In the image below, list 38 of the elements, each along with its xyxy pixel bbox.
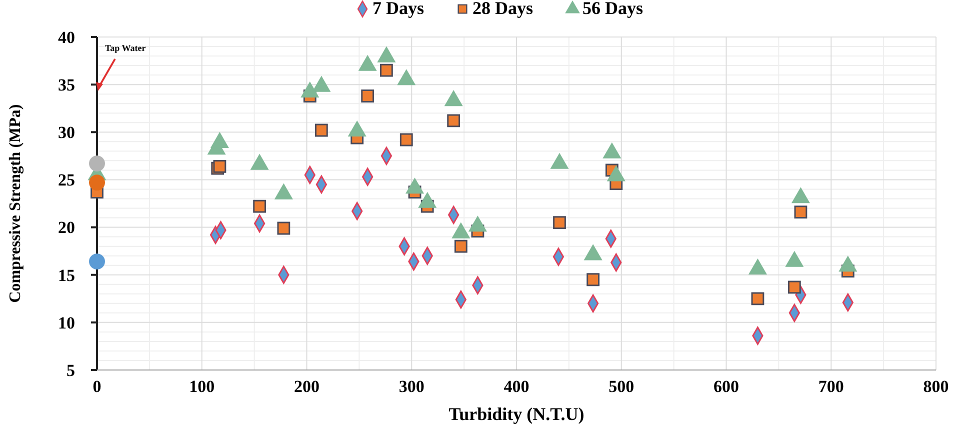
point: [794, 206, 808, 219]
x-tick-label: 100: [189, 377, 215, 396]
x-tick-label: 200: [294, 377, 320, 396]
x-tick-label: 800: [923, 377, 949, 396]
y-tick-label: 15: [58, 266, 75, 285]
point: [788, 280, 801, 294]
y-tick-label: 25: [58, 170, 75, 190]
annotation: Tap Water: [105, 43, 146, 53]
point: [400, 133, 413, 146]
x-tick-label: 600: [714, 377, 739, 396]
point: [277, 222, 290, 235]
point: [89, 174, 105, 191]
point: [447, 114, 460, 128]
y-tick-label: 35: [58, 76, 75, 95]
point: [361, 90, 374, 102]
y-tick-label: 20: [58, 218, 75, 238]
x-axis-title: Turbidity (N.T.U): [448, 404, 584, 424]
x-tick-label: 500: [608, 377, 634, 396]
point: [454, 240, 468, 253]
legend-label: 28 Days: [472, 0, 534, 18]
point: [586, 273, 600, 286]
legend-label: 7 Days: [372, 0, 424, 18]
point: [314, 124, 328, 137]
point: [89, 156, 105, 172]
y-axis-title: Compressive Strength (MPa): [7, 104, 24, 303]
y-tick-label: 40: [58, 28, 75, 47]
y-tick-label: 30: [58, 123, 75, 142]
point: [553, 216, 566, 229]
x-tick-label: 300: [398, 377, 424, 396]
legend-label: 56 Days: [582, 0, 644, 18]
y-tick-label: 5: [66, 360, 75, 380]
x-tick-label: 700: [818, 377, 844, 396]
point: [253, 200, 266, 213]
point: [380, 64, 393, 77]
x-tick-label: 400: [504, 377, 530, 396]
y-tick-label: 10: [58, 313, 75, 332]
x-tick-label: 0: [92, 377, 102, 396]
point: [751, 292, 764, 306]
